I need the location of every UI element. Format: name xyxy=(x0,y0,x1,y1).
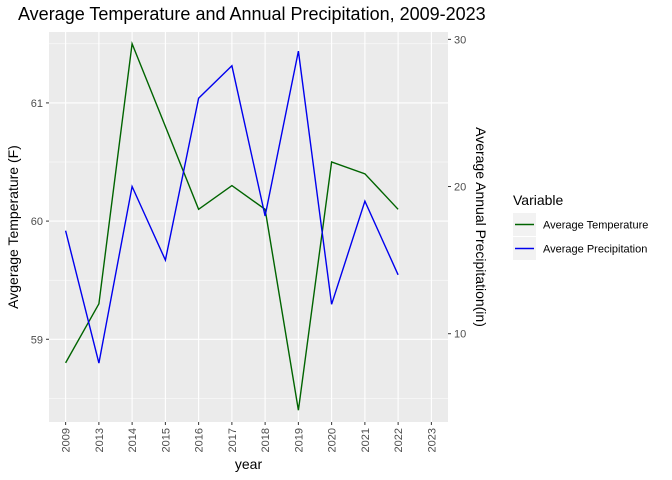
major-gridlines xyxy=(49,32,448,422)
x-tick-label: 2020 xyxy=(327,428,339,452)
x-tick-label: 2023 xyxy=(426,428,438,452)
y-axis-left-title: Avgerage Temperature (F) xyxy=(5,145,21,309)
x-tick-label: 2014 xyxy=(127,428,139,452)
series-lines xyxy=(64,41,399,411)
axis-ticks: 59 60 61 10 20 30 2009 2013 2014 2015 2016 2017 2018… xyxy=(31,34,467,452)
x-tick-label: 2015 xyxy=(160,428,172,452)
minor-gridlines xyxy=(49,43,448,399)
y-right-tick-label: 10 xyxy=(454,329,466,341)
y-left-tick-label: 61 xyxy=(31,98,43,110)
legend-title: Variable xyxy=(513,192,564,208)
y-left-tick-label: 59 xyxy=(31,334,43,346)
x-tick-label: 2021 xyxy=(360,428,372,452)
legend-item-label: Average Temperature xyxy=(543,220,648,232)
legend: Variable Average Temperature Average Prec… xyxy=(513,192,648,260)
chart-title: Average Temperature and Annual Precipita… xyxy=(18,4,486,24)
x-tick-label: 2009 xyxy=(61,428,73,452)
x-tick-label: 2016 xyxy=(194,428,206,452)
x-tick-label: 2017 xyxy=(227,428,239,452)
y-right-tick-label: 30 xyxy=(454,34,466,46)
y-axis-right-title: Average Annual Precipitation(in) xyxy=(473,127,489,327)
x-axis-title: year xyxy=(235,456,263,472)
x-tick-label: 2022 xyxy=(393,428,405,452)
series-line-average-temperature xyxy=(64,41,399,411)
y-left-tick-label: 60 xyxy=(31,216,43,228)
y-right-tick-label: 20 xyxy=(454,182,466,194)
series-line-average-precipitation xyxy=(64,50,399,364)
legend-item-label: Average Precipitation xyxy=(543,244,647,256)
x-tick-label: 2019 xyxy=(293,428,305,452)
x-tick-label: 2018 xyxy=(260,428,272,452)
plot-panel xyxy=(49,32,448,422)
x-tick-label: 2013 xyxy=(94,428,106,452)
